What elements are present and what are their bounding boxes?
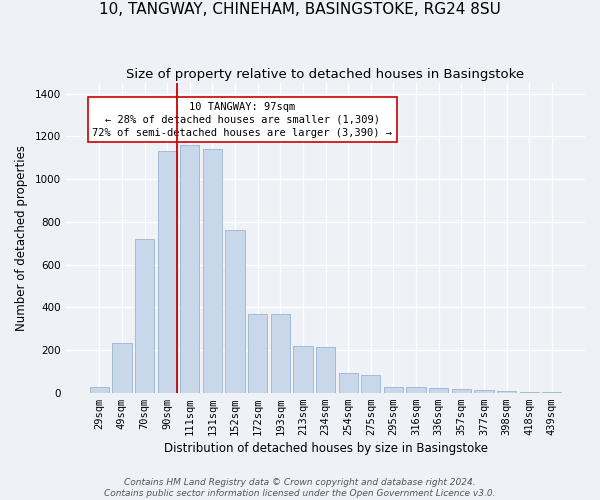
X-axis label: Distribution of detached houses by size in Basingstoke: Distribution of detached houses by size … xyxy=(164,442,488,455)
Bar xyxy=(180,145,199,392)
Bar xyxy=(226,230,245,392)
Bar xyxy=(361,374,380,392)
Bar xyxy=(203,150,222,392)
Bar xyxy=(474,390,494,392)
Bar xyxy=(112,342,131,392)
Bar xyxy=(338,374,358,392)
Bar xyxy=(135,239,154,392)
Bar xyxy=(406,386,425,392)
Text: 10, TANGWAY, CHINEHAM, BASINGSTOKE, RG24 8SU: 10, TANGWAY, CHINEHAM, BASINGSTOKE, RG24… xyxy=(99,2,501,18)
Text: Contains HM Land Registry data © Crown copyright and database right 2024.
Contai: Contains HM Land Registry data © Crown c… xyxy=(104,478,496,498)
Bar xyxy=(429,388,448,392)
Bar xyxy=(497,391,516,392)
Bar xyxy=(293,346,313,393)
Text: 10 TANGWAY: 97sqm
← 28% of detached houses are smaller (1,309)
72% of semi-detac: 10 TANGWAY: 97sqm ← 28% of detached hous… xyxy=(92,102,392,138)
Bar xyxy=(316,347,335,393)
Bar xyxy=(248,314,267,392)
Bar xyxy=(384,386,403,392)
Bar xyxy=(452,390,471,392)
Bar xyxy=(89,388,109,392)
Y-axis label: Number of detached properties: Number of detached properties xyxy=(15,145,28,331)
Bar xyxy=(271,314,290,392)
Title: Size of property relative to detached houses in Basingstoke: Size of property relative to detached ho… xyxy=(127,68,524,80)
Bar xyxy=(158,152,177,392)
